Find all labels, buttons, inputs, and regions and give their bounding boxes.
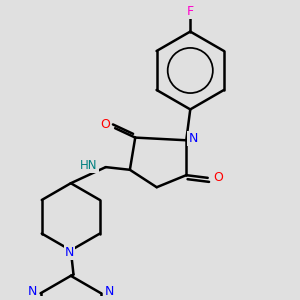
Text: N: N <box>188 132 198 146</box>
Text: N: N <box>65 246 74 259</box>
Text: O: O <box>100 118 110 131</box>
Text: HN: HN <box>80 159 98 172</box>
Text: O: O <box>213 171 223 184</box>
Text: N: N <box>27 285 37 298</box>
Text: N: N <box>105 285 114 298</box>
Text: F: F <box>187 5 194 18</box>
